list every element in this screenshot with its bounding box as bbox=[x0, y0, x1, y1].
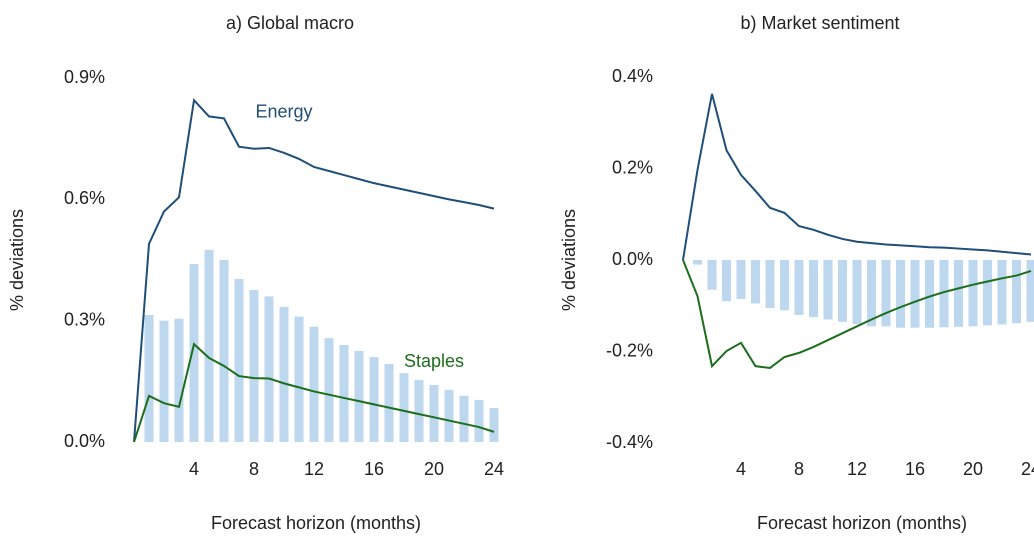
bar bbox=[324, 338, 334, 442]
line bbox=[133, 342, 495, 443]
bar bbox=[189, 264, 199, 442]
bar bbox=[707, 260, 717, 290]
bar bbox=[489, 408, 499, 442]
bar bbox=[997, 260, 1007, 325]
series-label: Staples bbox=[404, 351, 464, 371]
x-axis-title: Forecast horizon (months) bbox=[211, 513, 421, 533]
x-axis-title: Forecast horizon (months) bbox=[757, 513, 967, 533]
x-tick-label: 12 bbox=[304, 459, 324, 479]
bar bbox=[954, 260, 963, 327]
bar bbox=[794, 260, 804, 315]
x-tick-label: 16 bbox=[364, 459, 384, 479]
x-tick-label: 24 bbox=[1021, 459, 1034, 479]
bar bbox=[1012, 260, 1021, 324]
bar bbox=[925, 260, 934, 328]
x-tick-label: 20 bbox=[424, 459, 444, 479]
bar bbox=[234, 279, 244, 442]
y-tick-label: -0.2% bbox=[606, 340, 653, 360]
bar bbox=[444, 389, 454, 442]
y-tick-label: -0.4% bbox=[606, 432, 653, 452]
y-tick-label: 0.4% bbox=[612, 66, 653, 86]
bar bbox=[852, 260, 862, 325]
y-axis-title: % deviations bbox=[7, 209, 27, 311]
bar bbox=[144, 315, 154, 442]
chart-title: a) Global macro bbox=[226, 13, 354, 33]
bar bbox=[867, 260, 876, 327]
bar bbox=[722, 260, 731, 302]
bar bbox=[1026, 260, 1034, 322]
bar bbox=[823, 260, 833, 320]
series-label: Energy bbox=[255, 102, 312, 122]
line bbox=[133, 98, 495, 443]
bar bbox=[159, 320, 169, 442]
line bbox=[682, 259, 1032, 370]
bar bbox=[399, 373, 409, 442]
bar bbox=[736, 260, 746, 299]
bar bbox=[809, 260, 818, 318]
y-tick-label: 0.0% bbox=[612, 249, 653, 269]
bar bbox=[174, 318, 184, 442]
bar bbox=[881, 260, 891, 327]
y-tick-label: 0.9% bbox=[64, 67, 105, 87]
bar bbox=[414, 380, 424, 442]
bar bbox=[459, 395, 469, 442]
y-tick-label: 0.6% bbox=[64, 188, 105, 208]
chart-title: b) Market sentiment bbox=[740, 13, 899, 33]
bar bbox=[384, 363, 394, 442]
bar bbox=[279, 306, 289, 442]
bar bbox=[780, 260, 789, 311]
bar bbox=[339, 344, 349, 442]
bar bbox=[249, 289, 259, 442]
bar bbox=[264, 296, 274, 442]
bar bbox=[429, 384, 439, 442]
bar bbox=[219, 260, 229, 442]
y-tick-label: 0.2% bbox=[612, 157, 653, 177]
bar bbox=[838, 260, 847, 322]
x-tick-label: 24 bbox=[484, 459, 504, 479]
bar bbox=[751, 260, 760, 304]
line bbox=[682, 93, 1032, 261]
x-tick-label: 4 bbox=[736, 459, 746, 479]
x-tick-label: 8 bbox=[249, 459, 259, 479]
bar bbox=[474, 399, 484, 442]
y-tick-label: 0.0% bbox=[64, 431, 105, 451]
x-tick-label: 12 bbox=[847, 459, 867, 479]
bar bbox=[968, 260, 978, 327]
bar bbox=[910, 260, 920, 328]
x-tick-label: 16 bbox=[905, 459, 925, 479]
y-axis-title: % deviations bbox=[559, 209, 579, 311]
bar bbox=[983, 260, 992, 326]
bar bbox=[765, 260, 775, 309]
bar bbox=[354, 351, 364, 442]
bar bbox=[939, 260, 949, 328]
x-tick-label: 20 bbox=[963, 459, 983, 479]
bar bbox=[294, 316, 304, 442]
bar bbox=[204, 249, 214, 442]
bar bbox=[693, 260, 702, 265]
bar bbox=[896, 260, 905, 328]
x-tick-label: 8 bbox=[794, 459, 804, 479]
x-tick-label: 4 bbox=[189, 459, 199, 479]
bar bbox=[369, 357, 379, 442]
bar bbox=[309, 326, 319, 442]
y-tick-label: 0.3% bbox=[64, 309, 105, 329]
